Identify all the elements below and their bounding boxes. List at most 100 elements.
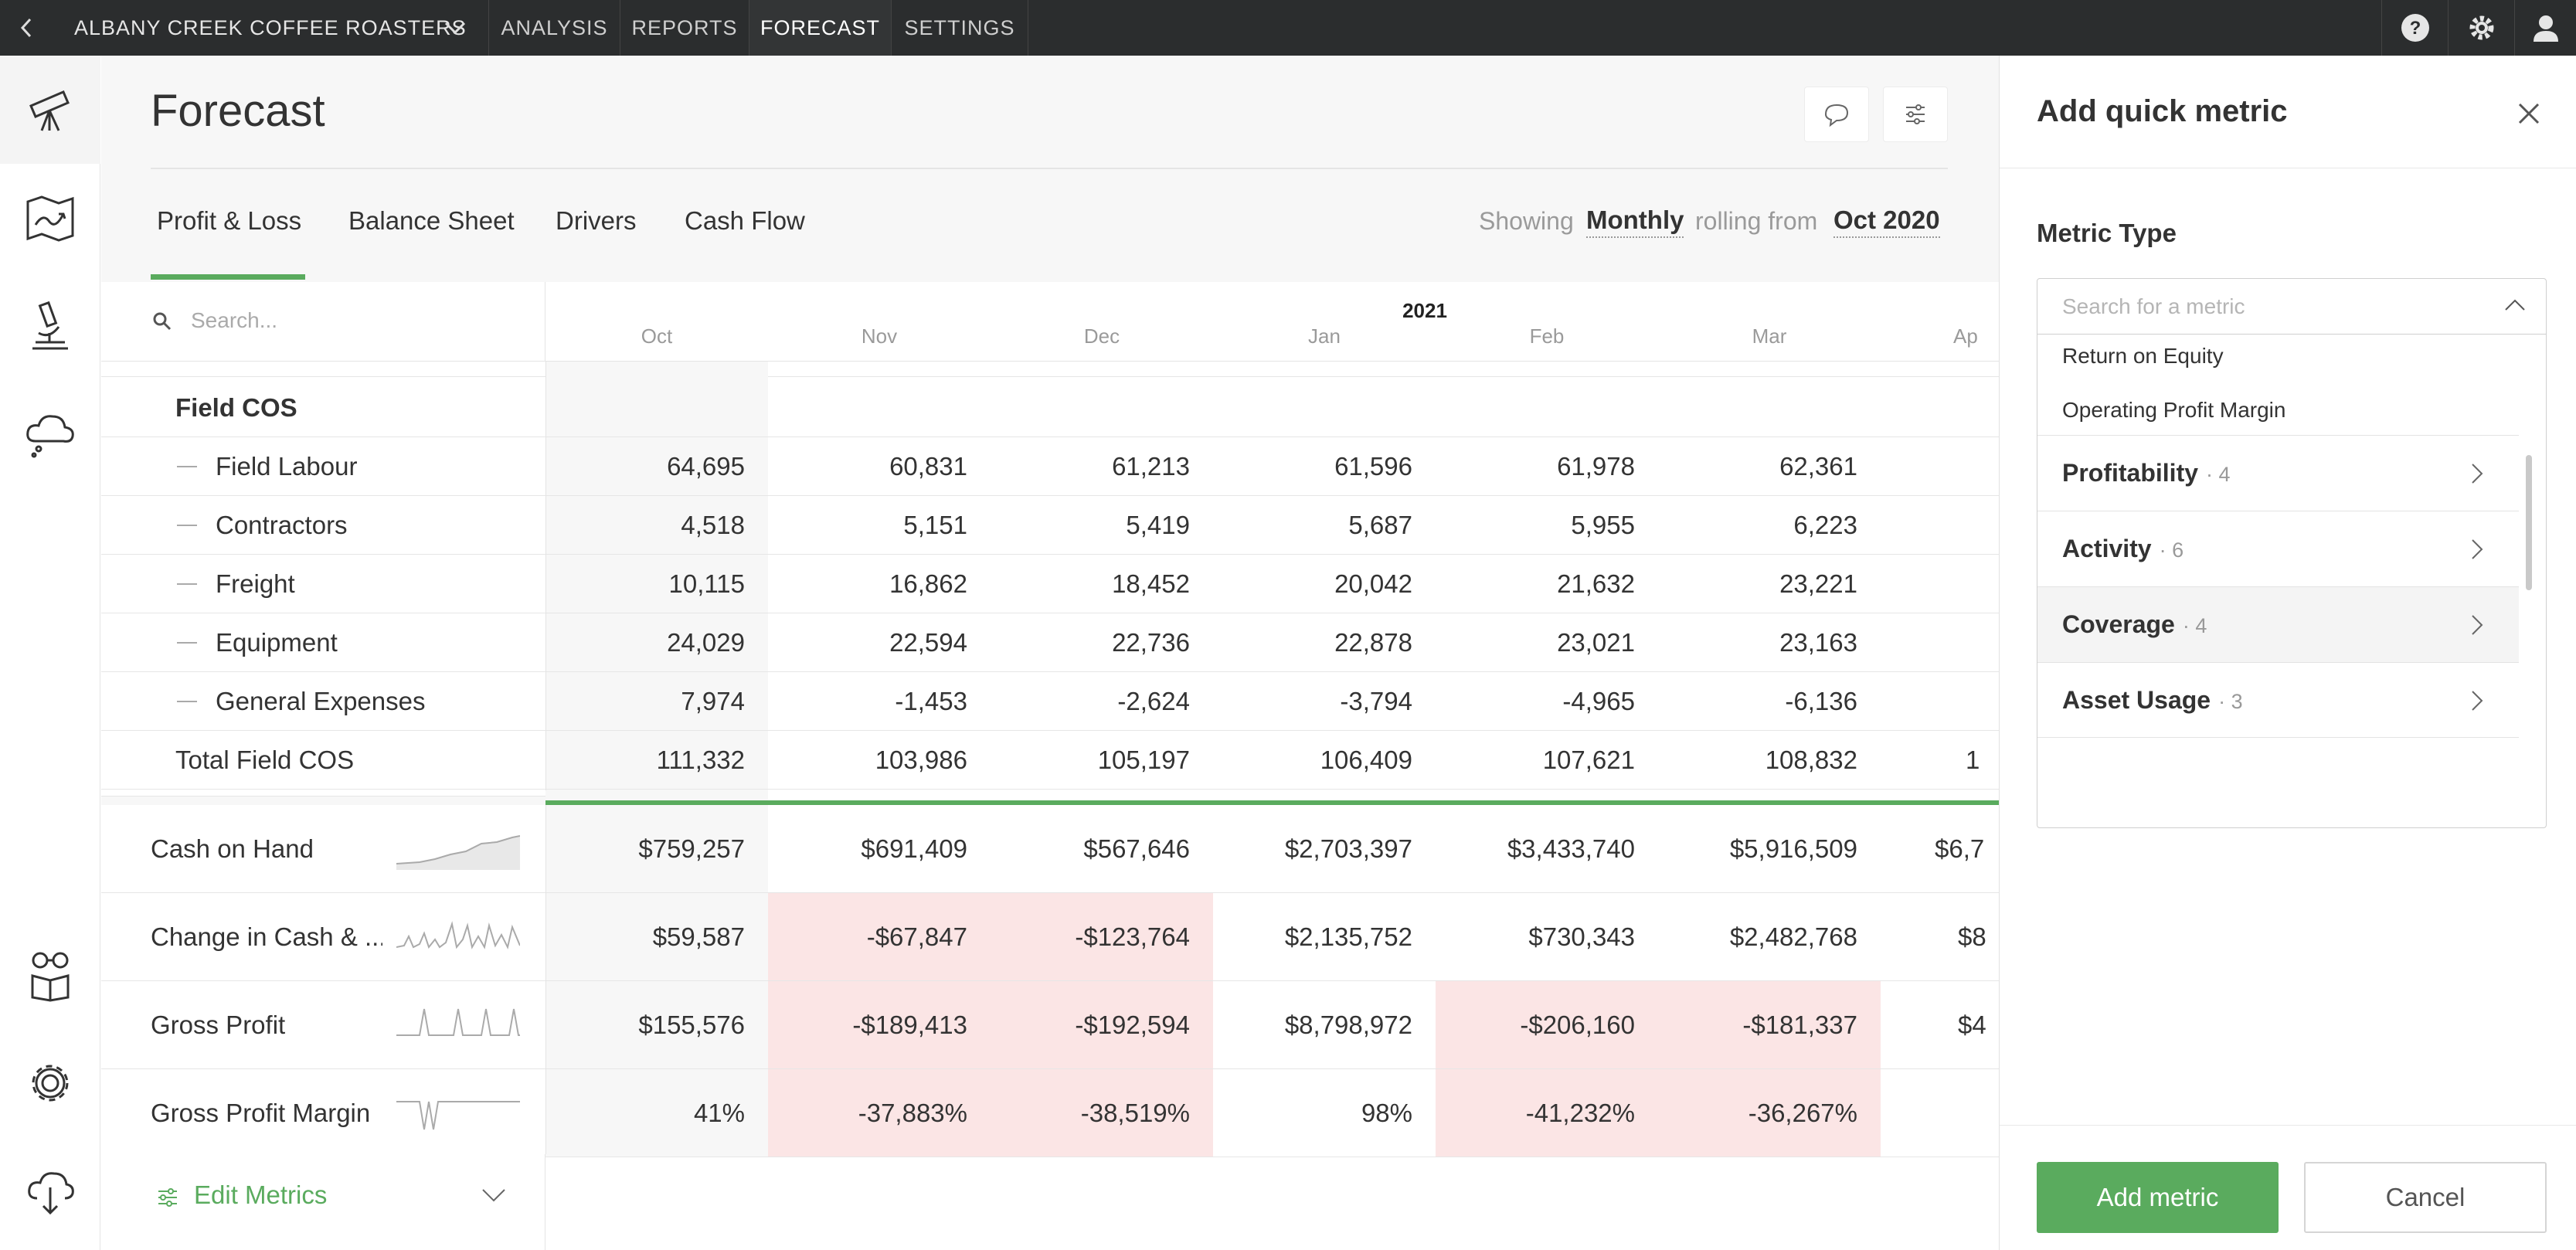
metric-option[interactable]: Operating Profit Margin [2062,398,2286,422]
table-cell[interactable]: -6,136 [1785,687,1857,715]
metric-cell[interactable]: $567,646 [1083,834,1190,863]
table-cell[interactable]: 5,687 [1348,511,1412,539]
metric-option[interactable]: Return on Equity [2062,344,2224,368]
metric-group-profitability[interactable]: Profitability · 4 [2037,435,2519,511]
tab-drivers[interactable]: Drivers [556,206,637,235]
metric-row-gross-profit-margin[interactable]: Gross Profit Margin 41% -37,883% -38,519… [101,1069,1999,1157]
metric-group-asset-usage[interactable]: Asset Usage · 3 [2037,662,2519,738]
metric-cell[interactable]: $3,433,740 [1507,834,1635,863]
metric-cell[interactable]: $730,343 [1528,922,1635,951]
table-row[interactable]: Field Labour 64,695 60,831 61,213 61,596… [101,437,1999,496]
table-row[interactable]: General Expenses 7,974 -1,453 -2,624 -3,… [101,672,1999,731]
sidebar-item-export[interactable] [0,1137,100,1245]
metric-row-cash-on-hand[interactable]: Cash on Hand $759,257 $691,409 $567,646 … [101,805,1999,893]
nav-analysis[interactable]: ANALYSIS [488,0,620,56]
metric-cell[interactable]: -41,232% [1436,1069,1658,1157]
user-menu-button[interactable] [2514,0,2576,56]
metric-cell[interactable]: -$181,337 [1658,981,1881,1068]
table-cell[interactable]: 61,978 [1557,452,1635,481]
table-cell[interactable]: 61,213 [1112,452,1190,481]
nav-settings[interactable]: SETTINGS [891,0,1028,56]
sidebar-item-forecast[interactable] [0,56,100,164]
table-cell[interactable]: 10,115 [668,569,745,598]
table-cell[interactable]: 16,862 [889,569,967,598]
close-panel-button[interactable] [2510,94,2548,133]
metric-cell[interactable]: $691,409 [861,834,967,863]
metric-group-activity[interactable]: Activity · 6 [2037,511,2519,586]
table-cell[interactable]: 111,332 [656,746,745,774]
table-cell[interactable]: 64,695 [667,452,745,481]
period-selector[interactable]: Monthly [1586,206,1684,238]
metric-row-gross-profit[interactable]: Gross Profit $155,576 -$189,413 -$192,59… [101,981,1999,1069]
tab-profit-loss[interactable]: Profit & Loss [157,206,302,235]
table-search[interactable]: Search... [101,282,545,362]
help-button[interactable]: ? [2381,0,2448,56]
tab-cash-flow[interactable]: Cash Flow [685,206,805,235]
company-switcher-button[interactable] [437,14,474,42]
metric-cell[interactable]: -38,519% [991,1069,1213,1157]
cancel-button[interactable]: Cancel [2304,1162,2547,1233]
metric-cell[interactable]: -36,267% [1658,1069,1881,1157]
metric-cell[interactable]: $59,587 [545,893,768,980]
sidebar-item-map[interactable] [0,164,100,272]
total-row[interactable]: Total Field COS 111,332 103,986 105,197 … [101,731,1999,790]
table-cell[interactable]: 20,042 [1334,569,1412,598]
add-metric-button[interactable]: Add metric [2037,1162,2279,1233]
table-cell[interactable]: 61,596 [1334,452,1412,481]
table-cell[interactable]: 60,831 [889,452,967,481]
metric-cell[interactable]: $8 [1958,922,1986,951]
settings-button[interactable] [2448,0,2514,56]
metric-cell[interactable]: -$192,594 [991,981,1213,1068]
sidebar-item-scenarios[interactable] [0,380,100,488]
table-cell[interactable]: 6,223 [1793,511,1857,539]
table-cell[interactable]: 22,736 [1112,628,1190,657]
metric-cell[interactable]: $759,257 [545,805,768,892]
table-cell[interactable]: 22,878 [1334,628,1412,657]
table-cell[interactable]: 105,197 [1097,746,1190,774]
metric-cell[interactable]: $155,576 [545,981,768,1068]
start-date-selector[interactable]: Oct 2020 [1833,206,1940,238]
metric-cell[interactable]: -$67,847 [768,893,991,980]
sidebar-item-settings[interactable] [0,1029,100,1137]
table-cell[interactable]: -3,794 [1340,687,1412,715]
metric-cell[interactable]: -$189,413 [768,981,991,1068]
table-cell[interactable]: 5,955 [1571,511,1635,539]
metric-search-input[interactable]: Search for a metric [2037,279,2546,335]
table-cell[interactable]: 23,163 [1779,628,1857,657]
metric-cell[interactable]: -$206,160 [1436,981,1658,1068]
back-button[interactable] [8,9,45,46]
metric-row-change-in-cash[interactable]: Change in Cash & ... $59,587 -$67,847 -$… [101,893,1999,981]
metric-cell[interactable]: $5,916,509 [1729,834,1857,863]
filter-settings-button[interactable] [1883,87,1948,142]
table-cell[interactable]: 22,594 [889,628,967,657]
table-cell[interactable]: 23,221 [1779,569,1857,598]
table-row[interactable]: Freight 10,115 16,862 18,452 20,042 21,6… [101,555,1999,613]
table-cell[interactable]: 5,419 [1126,511,1190,539]
nav-reports[interactable]: REPORTS [620,0,749,56]
table-cell[interactable]: 106,409 [1320,746,1412,774]
metric-cell[interactable]: $4 [1958,1010,1986,1039]
table-row[interactable]: Equipment 24,029 22,594 22,736 22,878 23… [101,613,1999,672]
table-cell[interactable]: 1 [1966,746,1980,774]
sidebar-item-learn[interactable] [0,921,100,1029]
metric-cell[interactable]: $2,135,752 [1284,922,1412,951]
table-cell[interactable]: -4,965 [1562,687,1635,715]
table-cell[interactable]: 107,621 [1542,746,1635,774]
edit-metrics-button[interactable]: Edit Metrics [101,1154,545,1250]
metric-cell[interactable]: $6,7 [1935,834,1985,863]
metric-cell[interactable]: $2,482,768 [1729,922,1857,951]
table-cell[interactable]: 21,632 [1557,569,1635,598]
table-cell[interactable]: 62,361 [1779,452,1857,481]
metric-cell[interactable]: 41% [545,1069,768,1157]
nav-forecast[interactable]: FORECAST [749,0,891,56]
metric-cell[interactable]: -$123,764 [991,893,1213,980]
metric-cell[interactable]: $8,798,972 [1284,1010,1412,1039]
table-cell[interactable]: 23,021 [1557,628,1635,657]
table-cell[interactable]: -1,453 [895,687,967,715]
table-row[interactable]: Contractors 4,518 5,151 5,419 5,687 5,95… [101,496,1999,555]
metric-cell[interactable]: 98% [1361,1098,1412,1127]
comments-button[interactable] [1804,87,1869,142]
dropdown-scrollbar[interactable] [2526,455,2532,590]
metric-group-coverage[interactable]: Coverage · 4 [2037,586,2519,662]
company-name[interactable]: ALBANY CREEK COFFEE ROASTERS [74,15,467,39]
